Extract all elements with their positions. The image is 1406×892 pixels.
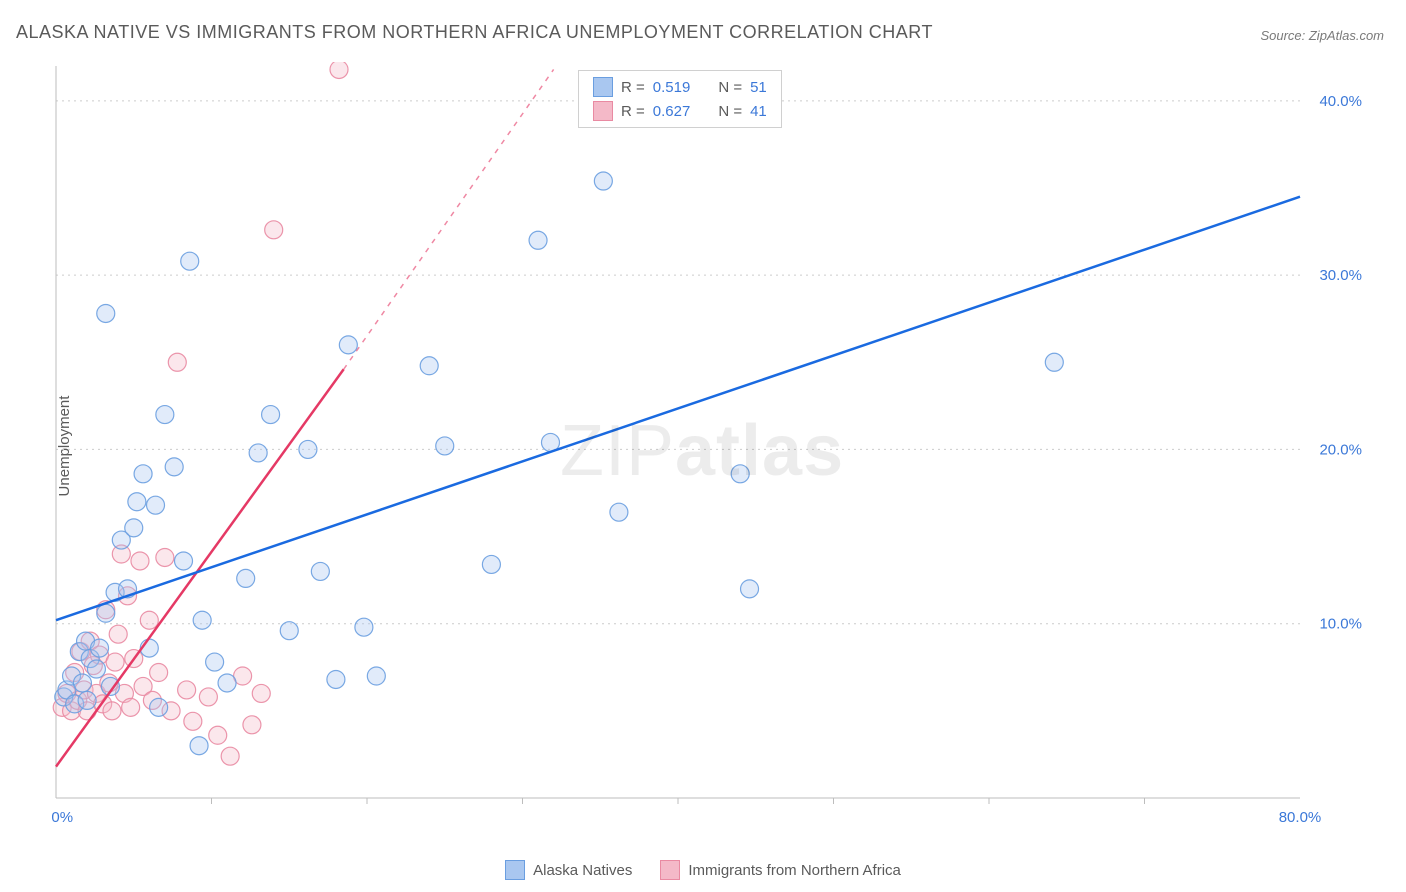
plot-area: 10.0% 20.0% 30.0% 40.0% 0.0% 80.0% <box>52 62 1372 842</box>
legend-row-series-2: R = 0.627 N = 41 <box>593 99 767 123</box>
scatter-svg: 10.0% 20.0% 30.0% 40.0% 0.0% 80.0% <box>52 62 1372 842</box>
svg-text:20.0%: 20.0% <box>1319 441 1362 458</box>
correlation-legend: R = 0.519 N = 51 R = 0.627 N = 41 <box>578 70 782 128</box>
chart-title: ALASKA NATIVE VS IMMIGRANTS FROM NORTHER… <box>16 22 933 43</box>
svg-text:10.0%: 10.0% <box>1319 616 1362 633</box>
swatch-series-2 <box>593 101 613 121</box>
source-attribution: Source: ZipAtlas.com <box>1260 28 1384 43</box>
r-value-2: 0.627 <box>653 103 691 120</box>
svg-text:0.0%: 0.0% <box>52 809 73 826</box>
legend-item-1: Alaska Natives <box>505 860 632 880</box>
svg-text:40.0%: 40.0% <box>1319 93 1362 110</box>
svg-text:30.0%: 30.0% <box>1319 267 1362 284</box>
legend-row-series-1: R = 0.519 N = 51 <box>593 75 767 99</box>
legend-label-1: Alaska Natives <box>533 862 632 879</box>
swatch-series-1 <box>505 860 525 880</box>
r-value-1: 0.519 <box>653 79 691 96</box>
svg-text:80.0%: 80.0% <box>1279 809 1322 826</box>
n-label: N = <box>718 79 742 96</box>
r-label: R = <box>621 79 645 96</box>
n-label: N = <box>718 103 742 120</box>
legend-item-2: Immigrants from Northern Africa <box>660 860 901 880</box>
series-legend: Alaska Natives Immigrants from Northern … <box>0 860 1406 880</box>
swatch-series-2 <box>660 860 680 880</box>
n-value-2: 41 <box>750 103 767 120</box>
legend-label-2: Immigrants from Northern Africa <box>688 862 901 879</box>
r-label: R = <box>621 103 645 120</box>
swatch-series-1 <box>593 77 613 97</box>
n-value-1: 51 <box>750 79 767 96</box>
